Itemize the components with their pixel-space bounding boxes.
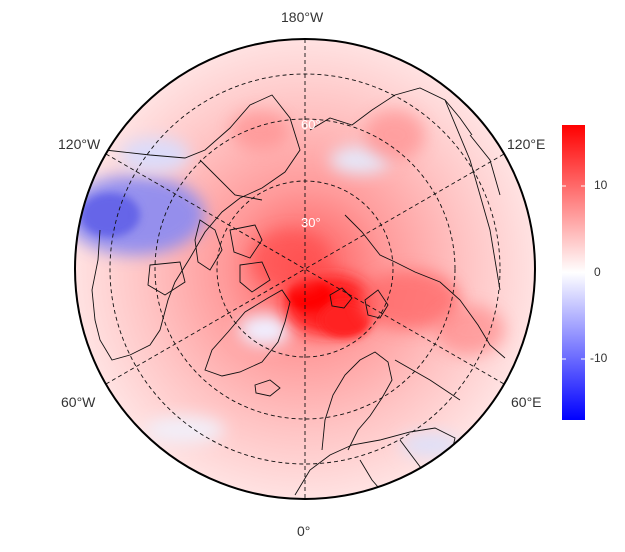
- globe-outline: [74, 38, 536, 500]
- graticule: [105, 39, 505, 499]
- anomaly-field: 30° 60°: [75, 39, 535, 499]
- colorbar-tick-label: -10: [590, 351, 608, 365]
- colorbar-tick-label: 0: [594, 265, 601, 279]
- colorbar: [562, 125, 585, 420]
- lat-label-60: 60°: [301, 117, 321, 132]
- latitude-circle: [154, 118, 456, 420]
- lon-label-60w: 60°W: [61, 394, 96, 410]
- colorbar-ticks: [562, 185, 585, 360]
- lon-label-180w: 180°W: [281, 9, 324, 25]
- lon-label-120w: 120°W: [58, 136, 101, 152]
- lon-label-60e: 60°E: [511, 394, 542, 410]
- colorbar-tick-label: 10: [594, 178, 608, 192]
- lat-label-30: 30°: [301, 215, 321, 230]
- lon-label-120e: 120°E: [507, 136, 546, 152]
- lon-label-0: 0°: [297, 523, 311, 539]
